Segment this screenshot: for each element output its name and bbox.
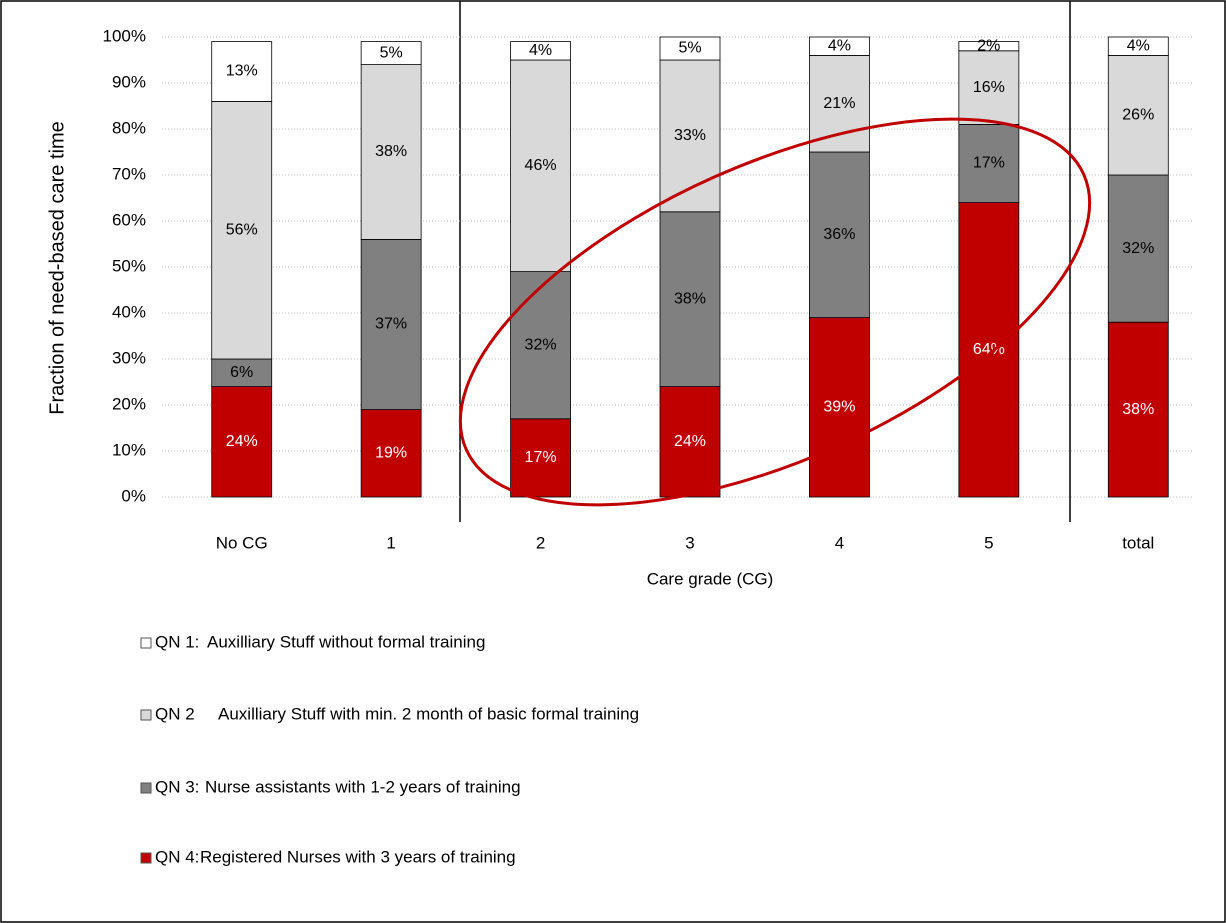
bar-segment (659, 211, 721, 388)
legend-swatch (140, 782, 152, 794)
bar-segment (211, 358, 273, 388)
data-label: 33% (674, 127, 706, 144)
x-tick-label: 4 (835, 533, 844, 552)
bar-segment (510, 41, 571, 61)
bar-segment (510, 271, 571, 420)
bar-segment (211, 386, 273, 498)
bar-segment (659, 36, 721, 61)
data-label: 37% (375, 316, 407, 333)
bar-segment (809, 36, 870, 56)
data-label: 39% (823, 399, 855, 416)
bar-segment (1107, 321, 1169, 498)
legend-description: Auxilliary Stuff with min. 2 month of ba… (218, 704, 639, 723)
x-tick-label: 1 (386, 533, 395, 552)
bar-segment (1107, 36, 1169, 56)
legend-swatch (140, 852, 152, 864)
bar-segment (659, 59, 721, 213)
bar-segment (958, 124, 1020, 203)
data-label: 4% (529, 42, 552, 59)
x-tick-label: 3 (685, 533, 694, 552)
data-label: 2% (977, 37, 1000, 54)
y-tick-label: 10% (112, 440, 146, 459)
bar-segment (809, 151, 870, 319)
data-label: 38% (1122, 401, 1154, 418)
x-tick-label: 2 (536, 533, 545, 552)
data-label: 17% (525, 449, 557, 466)
y-tick-label: 0% (121, 486, 146, 505)
bar-segment (211, 101, 273, 360)
data-label: 4% (828, 37, 851, 54)
data-label: 32% (1122, 240, 1154, 257)
plot: 0%10%20%30%40%50%60%70%80%90%100%No CG24… (103, 26, 1193, 866)
bar-segment (1107, 174, 1169, 323)
bar-segment (510, 418, 571, 498)
legend-label: QN 2 (155, 704, 195, 723)
data-label: 46% (525, 157, 557, 174)
y-tick-label: 90% (112, 72, 146, 91)
legend-description: Registered Nurses with 3 years of traini… (200, 847, 516, 866)
x-tick-label: No CG (216, 533, 268, 552)
legend-description: Nurse assistants with 1-2 years of train… (205, 777, 521, 796)
data-label: 5% (678, 40, 701, 57)
data-label: 26% (1122, 106, 1154, 123)
x-axis-title: Care grade (CG) (647, 569, 774, 588)
bar-segment (958, 50, 1020, 125)
data-label: 32% (525, 336, 557, 353)
y-tick-label: 20% (112, 394, 146, 413)
bar-segment (360, 409, 422, 498)
data-label: 6% (230, 364, 253, 381)
data-label: 17% (973, 155, 1005, 172)
data-label: 19% (375, 445, 407, 462)
y-axis-title: Fraction of need-based care time (46, 121, 68, 415)
highlight-ellipse (458, 117, 1092, 507)
data-label: 24% (226, 433, 258, 450)
data-label: 64% (973, 341, 1005, 358)
data-label: 24% (674, 433, 706, 450)
bar-segment (659, 386, 721, 498)
data-label: 13% (226, 63, 258, 80)
y-tick-label: 60% (112, 210, 146, 229)
y-tick-label: 50% (112, 256, 146, 275)
x-tick-label: total (1122, 533, 1154, 552)
data-label: 5% (380, 44, 403, 61)
legend-description: Auxilliary Stuff without formal training (207, 632, 485, 651)
bar-segment (360, 41, 422, 65)
data-label: 16% (973, 79, 1005, 96)
bar-segment (1107, 55, 1169, 176)
legend-label: QN 3: (155, 777, 199, 796)
bar-segment (809, 55, 870, 153)
legend-swatch (140, 637, 152, 649)
y-tick-label: 70% (112, 164, 146, 183)
bar-segment (510, 59, 571, 273)
bar-segment (211, 41, 273, 102)
data-label: 21% (823, 95, 855, 112)
legend-swatch (140, 709, 152, 721)
data-label: 38% (375, 143, 407, 160)
y-tick-label: 80% (112, 118, 146, 137)
data-label: 56% (226, 221, 258, 238)
bar-segment (809, 317, 870, 498)
legend-label: QN 1: (155, 632, 199, 651)
legend-label: QN 4: (155, 847, 199, 866)
data-label: 36% (823, 226, 855, 243)
data-label: 38% (674, 290, 706, 307)
x-tick-label: 5 (984, 533, 993, 552)
data-label: 4% (1127, 37, 1150, 54)
bar-segment (360, 238, 422, 410)
y-tick-label: 40% (112, 302, 146, 321)
y-tick-label: 100% (103, 26, 146, 45)
y-tick-label: 30% (112, 348, 146, 367)
bar-segment (958, 41, 1020, 52)
bar-segment (958, 202, 1020, 498)
